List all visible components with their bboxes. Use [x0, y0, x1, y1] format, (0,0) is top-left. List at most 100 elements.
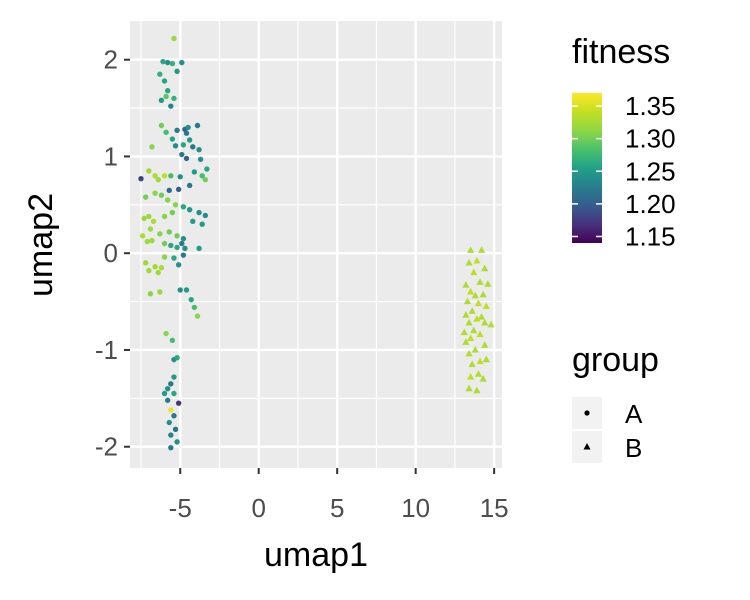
data-point-a: [179, 240, 185, 247]
data-point-a: [172, 143, 179, 149]
color-bar-label: 1.20: [625, 189, 676, 219]
data-point-a: [194, 122, 201, 129]
data-point-a: [179, 151, 185, 158]
data-point-b: [482, 355, 490, 363]
x-tick-label: -5: [169, 493, 192, 523]
data-point-a: [175, 186, 182, 193]
data-point-a: [169, 209, 176, 216]
data-point-b: [462, 281, 470, 288]
x-tick-label: 0: [251, 493, 265, 523]
y-tick-label: 0: [104, 238, 118, 268]
data-point-a: [166, 187, 172, 194]
data-point-b: [481, 264, 489, 272]
data-point-a: [174, 439, 180, 445]
data-point-a: [141, 215, 147, 222]
data-point-a: [175, 400, 182, 406]
data-point-b: [462, 338, 470, 345]
data-point-a: [183, 130, 190, 136]
data-point-a: [174, 233, 180, 239]
y-tick-label: 2: [104, 45, 118, 75]
data-point-a: [152, 190, 158, 196]
data-point-b: [474, 370, 483, 377]
data-point-a: [168, 242, 174, 249]
data-point-b: [465, 318, 473, 326]
data-point-a: [158, 97, 165, 104]
data-point-a: [168, 407, 174, 413]
data-point-a: [142, 260, 149, 266]
data-point-a: [144, 238, 150, 245]
data-point-a: [182, 245, 188, 252]
data-point-a: [164, 197, 171, 203]
data-point-b: [476, 278, 484, 285]
data-point-a: [202, 212, 209, 219]
data-point-a: [146, 213, 152, 220]
data-point-a: [163, 129, 169, 135]
data-point-a: [171, 255, 177, 261]
data-point-a: [171, 390, 177, 397]
data-point-a: [188, 296, 194, 303]
color-bar-label: 1.25: [625, 156, 676, 186]
data-point-a: [191, 169, 198, 175]
data-point-a: [190, 218, 196, 224]
data-point-a: [161, 78, 168, 84]
data-point-a: [204, 166, 210, 172]
x-axis-title: umap1: [264, 536, 368, 574]
data-point-b: [473, 386, 481, 394]
data-point-a: [168, 103, 174, 109]
data-point-a: [183, 287, 190, 293]
y-tick-label: -1: [95, 335, 118, 365]
data-point-b: [476, 330, 484, 338]
data-point-a: [199, 221, 205, 227]
data-point-b: [465, 258, 473, 266]
data-point-b: [477, 313, 486, 320]
data-point-b: [467, 334, 475, 341]
data-point-a: [174, 244, 180, 251]
data-point-a: [157, 289, 163, 295]
data-point-a: [160, 58, 166, 65]
data-point-a: [180, 142, 187, 148]
data-point-b: [477, 246, 486, 253]
data-point-b: [474, 299, 483, 307]
data-point-a: [149, 144, 155, 150]
color-bar: [572, 93, 602, 243]
data-point-a: [155, 269, 161, 276]
data-point-b: [465, 384, 473, 392]
data-point-a: [174, 355, 180, 361]
plot-panel: [130, 21, 502, 468]
data-point-a: [196, 146, 202, 153]
color-legend-title: fitness: [572, 33, 670, 71]
color-bar-label: 1.35: [625, 91, 676, 121]
data-point-b: [471, 345, 479, 353]
data-point-b: [467, 373, 475, 380]
data-point-a: [147, 226, 154, 232]
data-point-a: [168, 432, 174, 438]
data-point-b: [482, 302, 490, 310]
data-point-a: [152, 173, 158, 179]
data-point-b: [462, 311, 470, 318]
data-point-b: [473, 256, 481, 264]
data-point-a: [191, 304, 198, 311]
data-point-b: [468, 360, 476, 368]
data-point-a: [161, 390, 168, 397]
legend-circle-icon: [584, 410, 590, 416]
data-point-a: [139, 233, 146, 239]
data-point-a: [179, 59, 185, 66]
data-point-a: [172, 202, 179, 208]
x-tick-label: 10: [401, 493, 430, 523]
data-point-a: [185, 124, 191, 131]
data-point-b: [467, 287, 475, 295]
data-point-b: [487, 320, 495, 328]
data-point-a: [147, 291, 154, 297]
data-point-b: [468, 307, 476, 314]
shape-legend: group A B: [572, 341, 659, 463]
data-point-a: [146, 168, 152, 174]
data-point-a: [169, 136, 176, 142]
data-point-a: [175, 262, 182, 268]
shape-legend-title: group: [572, 341, 659, 379]
data-point-a: [168, 444, 174, 451]
data-point-a: [164, 385, 171, 392]
data-point-a: [163, 330, 169, 337]
data-point-a: [164, 87, 171, 94]
major-gridlines: [130, 21, 502, 468]
